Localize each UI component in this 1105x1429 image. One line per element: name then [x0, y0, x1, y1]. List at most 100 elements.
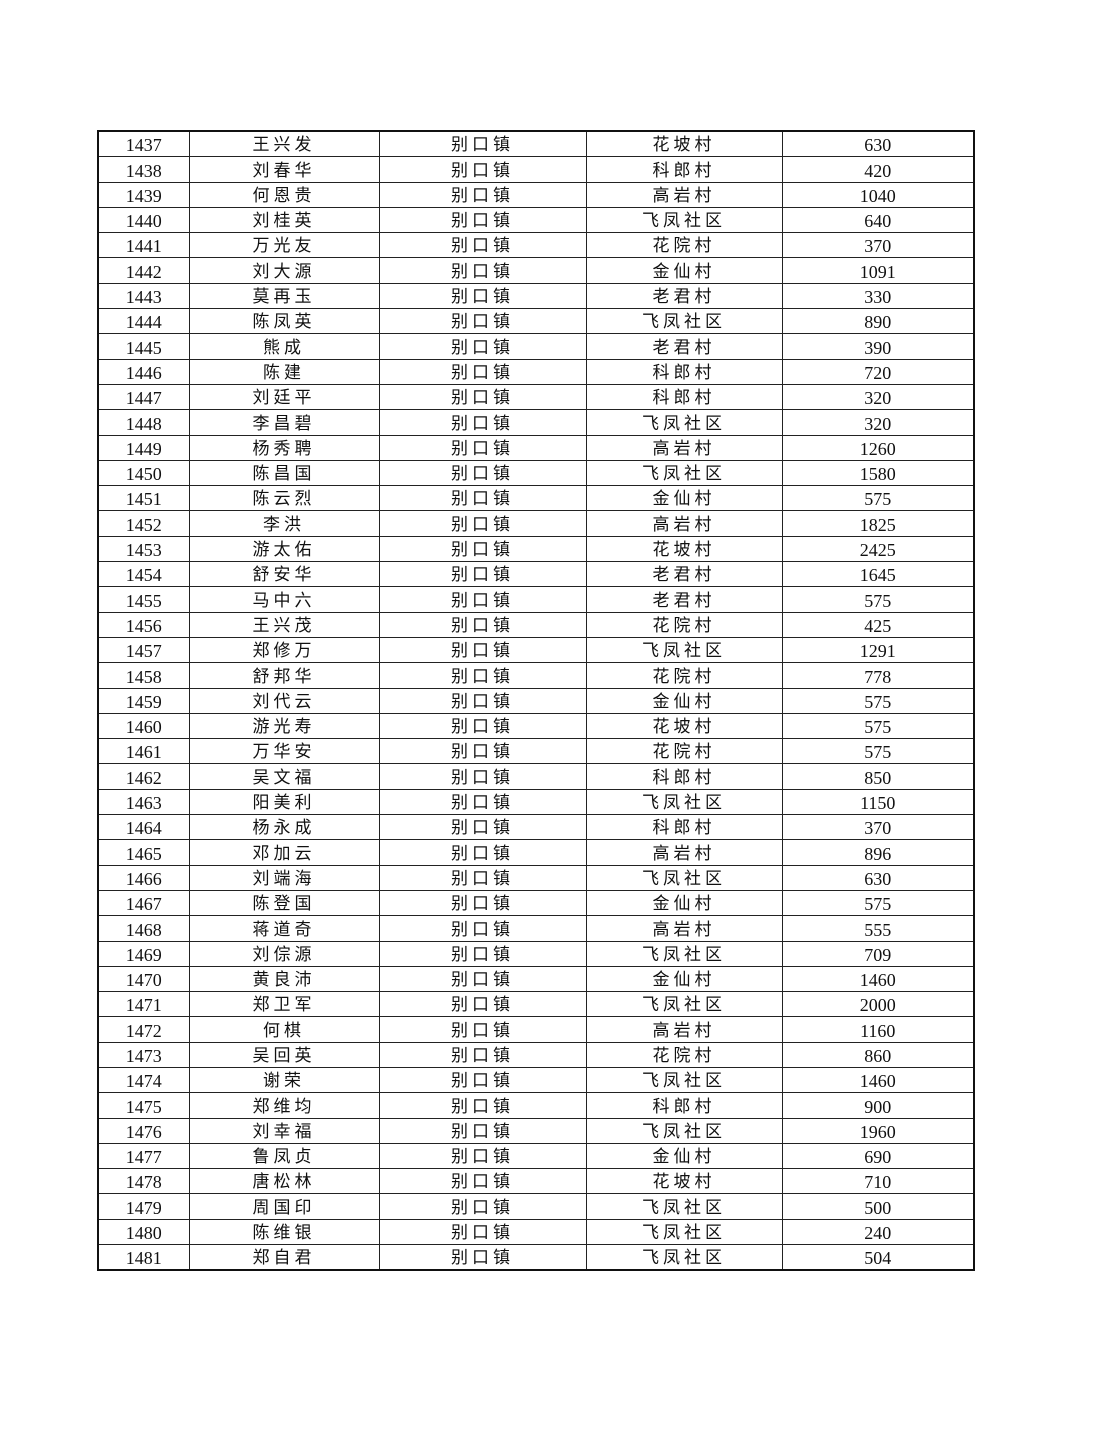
- town-cell: 别口镇: [378, 662, 587, 689]
- table-body: 1437 王兴发 别口镇 花坡村 630 1438 刘春华 别口镇 科郎村 420 1439 何恩贵别…: [97, 130, 975, 1271]
- table-row: 1437 王兴发 别口镇 花坡村 630: [97, 130, 975, 158]
- table-row: 1441 万光友 别口镇 花院村 370: [97, 232, 975, 259]
- town-cell: 别口镇: [378, 1168, 587, 1195]
- row-number: 1457: [97, 636, 190, 664]
- village-cell: 科郎村: [585, 358, 783, 385]
- amount-cell: 709: [781, 940, 975, 967]
- village-cell: 花坡村: [585, 712, 783, 740]
- table-row: 1460 游光寿 别口镇 花坡村 575: [97, 712, 975, 740]
- row-number: 1471: [97, 991, 190, 1018]
- town-cell: 别口镇: [378, 1041, 587, 1068]
- village-cell: 飞凤社区: [585, 636, 783, 664]
- amount-cell: 1260: [781, 434, 975, 461]
- row-number: 1458: [97, 662, 190, 689]
- village-cell: 花坡村: [585, 1168, 783, 1195]
- table-row: 1458 舒邦华 别口镇 花院村 778: [97, 662, 975, 689]
- village-cell: 老君村: [585, 282, 783, 310]
- name-cell: 谢荣: [188, 1066, 380, 1094]
- amount-cell: 330: [781, 282, 975, 310]
- amount-cell: 2425: [781, 535, 975, 563]
- amount-cell: 1040: [781, 181, 975, 208]
- row-number: 1447: [97, 383, 190, 411]
- table-row: 1450 陈昌国 别口镇 飞凤社区 1580: [97, 459, 975, 487]
- table-row: 1442 刘大源 别口镇 金仙村 1091: [97, 257, 975, 284]
- name-cell: 刘春华: [188, 156, 380, 183]
- amount-cell: 425: [781, 611, 975, 638]
- amount-cell: 240: [781, 1218, 975, 1246]
- name-cell: 刘代云: [188, 687, 380, 714]
- amount-cell: 1091: [781, 257, 975, 284]
- village-cell: 科郎村: [585, 1092, 783, 1119]
- town-cell: 别口镇: [378, 763, 587, 790]
- town-cell: 别口镇: [378, 965, 587, 993]
- name-cell: 唐松林: [188, 1168, 380, 1195]
- town-cell: 别口镇: [378, 1218, 587, 1246]
- amount-cell: 778: [781, 662, 975, 689]
- village-cell: 花院村: [585, 738, 783, 765]
- town-cell: 别口镇: [378, 485, 587, 512]
- village-cell: 科郎村: [585, 156, 783, 183]
- village-cell: 老君村: [585, 333, 783, 360]
- row-number: 1455: [97, 586, 190, 613]
- village-cell: 飞凤社区: [585, 1218, 783, 1246]
- village-cell: 金仙村: [585, 965, 783, 993]
- village-cell: 花坡村: [585, 535, 783, 563]
- village-cell: 科郎村: [585, 763, 783, 790]
- amount-cell: 1825: [781, 510, 975, 537]
- town-cell: 别口镇: [378, 1117, 587, 1144]
- row-number: 1481: [97, 1244, 190, 1271]
- table-row: 1477 鲁凤贞 别口镇 金仙村 690: [97, 1142, 975, 1170]
- name-cell: 王兴发: [188, 130, 380, 158]
- village-cell: 花坡村: [585, 130, 783, 158]
- amount-cell: 575: [781, 712, 975, 740]
- town-cell: 别口镇: [378, 510, 587, 537]
- amount-cell: 370: [781, 814, 975, 841]
- town-cell: 别口镇: [378, 333, 587, 360]
- amount-cell: 575: [781, 687, 975, 714]
- name-cell: 刘端海: [188, 864, 380, 891]
- amount-cell: 1645: [781, 561, 975, 588]
- village-cell: 飞凤社区: [585, 1117, 783, 1144]
- name-cell: 游光寿: [188, 712, 380, 740]
- table-row: 1472 何棋 别口镇 高岩村 1160: [97, 1016, 975, 1043]
- name-cell: 郑维均: [188, 1092, 380, 1119]
- village-cell: 高岩村: [585, 1016, 783, 1043]
- table-row: 1445 熊成 别口镇 老君村 390: [97, 333, 975, 360]
- village-cell: 金仙村: [585, 889, 783, 917]
- town-cell: 别口镇: [378, 1066, 587, 1094]
- row-number: 1438: [97, 156, 190, 183]
- village-cell: 花院村: [585, 232, 783, 259]
- village-cell: 金仙村: [585, 485, 783, 512]
- name-cell: 万光友: [188, 232, 380, 259]
- village-cell: 高岩村: [585, 181, 783, 208]
- row-number: 1461: [97, 738, 190, 765]
- name-cell: 李洪: [188, 510, 380, 537]
- village-cell: 花院村: [585, 662, 783, 689]
- town-cell: 别口镇: [378, 156, 587, 183]
- table-row: 1473 吴回英 别口镇 花院村 860: [97, 1041, 975, 1068]
- town-cell: 别口镇: [378, 1092, 587, 1119]
- town-cell: 别口镇: [378, 915, 587, 942]
- village-cell: 飞凤社区: [585, 308, 783, 335]
- amount-cell: 720: [781, 358, 975, 385]
- name-cell: 周国印: [188, 1193, 380, 1220]
- row-number: 1463: [97, 788, 190, 816]
- name-cell: 游太佑: [188, 535, 380, 563]
- table-row: 1462 吴文福 别口镇 科郎村 850: [97, 763, 975, 790]
- table-row: 1439 何恩贵 别口镇 高岩村 1040: [97, 181, 975, 208]
- row-number: 1444: [97, 308, 190, 335]
- name-cell: 陈维银: [188, 1218, 380, 1246]
- village-cell: 飞凤社区: [585, 1244, 783, 1271]
- name-cell: 陈云烈: [188, 485, 380, 512]
- town-cell: 别口镇: [378, 864, 587, 891]
- name-cell: 黄良沛: [188, 965, 380, 993]
- town-cell: 别口镇: [378, 232, 587, 259]
- town-cell: 别口镇: [378, 1193, 587, 1220]
- town-cell: 别口镇: [378, 738, 587, 765]
- town-cell: 别口镇: [378, 1142, 587, 1170]
- amount-cell: 390: [781, 333, 975, 360]
- town-cell: 别口镇: [378, 181, 587, 208]
- amount-cell: 1291: [781, 636, 975, 664]
- table-row: 1454 舒安华 别口镇 老君村 1645: [97, 561, 975, 588]
- name-cell: 刘大源: [188, 257, 380, 284]
